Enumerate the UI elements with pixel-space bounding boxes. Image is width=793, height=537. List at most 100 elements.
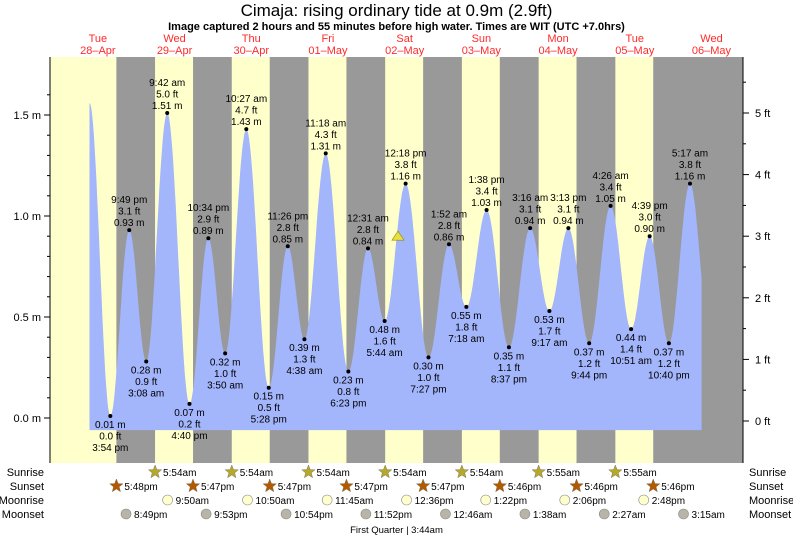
low-tide-feet: 1.0 ft	[214, 369, 236, 380]
low-tide-point	[187, 401, 192, 406]
low-tide-meters: 0.07 m	[174, 408, 205, 419]
high-tide-meters: 1.43 m	[231, 117, 262, 128]
moonset-row-label-right: Moonset	[749, 509, 791, 521]
sunset-time: 5:46pm	[585, 482, 618, 493]
low-tide-feet: 1.7 ft	[538, 326, 560, 337]
moonset-time: 9:53pm	[214, 510, 247, 521]
tide-area	[89, 102, 702, 431]
sunrise-time: 5:55am	[623, 468, 656, 479]
low-tide-meters: 0.15 m	[253, 392, 284, 403]
moonset-icon	[598, 508, 610, 520]
high-tide-feet: 3.4 ft	[599, 182, 621, 193]
low-tide-point	[629, 327, 634, 332]
high-tide-feet: 3.1 ft	[519, 205, 541, 216]
high-tide-point	[403, 181, 408, 186]
left-tick-label: 0.5 m	[13, 312, 41, 324]
high-tide-meters: 0.84 m	[353, 236, 384, 247]
moonrise-icon	[638, 494, 650, 506]
low-tide-time: 6:23 pm	[330, 399, 366, 410]
low-tide-meters: 0.48 m	[369, 325, 400, 336]
day-label: Mon	[547, 33, 568, 45]
high-tide-feet: 5.0 ft	[156, 89, 178, 100]
sunset-icon	[339, 478, 354, 493]
high-tide-time: 1:38 pm	[469, 175, 505, 186]
high-tide-meters: 0.94 m	[553, 216, 584, 227]
sunset-icon	[185, 478, 201, 493]
low-tide-point	[547, 308, 552, 313]
high-tide-meters: 0.93 m	[114, 218, 145, 229]
moonset-time: 8:49pm	[134, 510, 167, 521]
sunrise-icon	[531, 464, 546, 479]
low-tide-feet: 0.5 ft	[258, 403, 280, 414]
low-tide-feet: 1.8 ft	[455, 322, 477, 333]
high-tide-point	[365, 246, 370, 251]
high-tide-time: 10:34 pm	[187, 203, 229, 214]
low-tide-feet: 0.2 ft	[178, 419, 200, 430]
high-tide-point	[484, 207, 489, 212]
moonrise-icon	[242, 494, 253, 506]
moonset-time: 10:54pm	[294, 510, 333, 521]
moonset-time: 11:52pm	[374, 510, 412, 521]
high-tide-point	[446, 242, 451, 247]
low-tide-point	[464, 304, 469, 309]
low-tide-point	[346, 369, 351, 374]
high-tide-point	[165, 110, 170, 115]
high-tide-point	[528, 226, 533, 231]
high-tide-meters: 1.16 m	[390, 172, 421, 183]
high-tide-meters: 0.94 m	[515, 216, 546, 227]
low-tide-meters: 0.39 m	[289, 343, 320, 354]
sunset-row-label-right: Sunset	[749, 481, 783, 493]
moonrise-icon	[162, 494, 173, 506]
high-tide-feet: 4.3 ft	[315, 130, 337, 141]
chart-title: Cimaja: rising ordinary tide at 0.9m (2.…	[241, 1, 553, 20]
moonrise-icon	[401, 494, 412, 506]
right-tick-label: 4 ft	[755, 170, 770, 182]
high-tide-time: 12:18 pm	[385, 149, 427, 160]
low-tide-meters: 0.35 m	[494, 351, 525, 362]
moonrise-time: 2:48pm	[652, 496, 685, 507]
high-tide-point	[688, 181, 693, 186]
date-label: 04–May	[539, 45, 579, 57]
sunset-time: 5:47pm	[201, 482, 234, 493]
high-tide-feet: 3.0 ft	[639, 213, 661, 224]
high-tide-time: 12:31 am	[347, 213, 389, 224]
day-label: Sat	[396, 33, 413, 45]
high-tide-feet: 2.8 ft	[438, 221, 460, 232]
moonrise-row-label-right: Moonrise	[749, 495, 793, 507]
sunset-icon	[569, 478, 584, 493]
moonset-time: 1:38am	[533, 510, 566, 521]
right-tick-label: 3 ft	[755, 231, 770, 243]
date-label: 05–May	[615, 45, 655, 57]
high-tide-meters: 0.89 m	[193, 226, 224, 237]
left-tick-label: 0.0 m	[13, 413, 41, 425]
sunset-time: 5:48pm	[124, 482, 157, 493]
low-tide-meters: 0.32 m	[210, 357, 241, 368]
low-tide-feet: 1.1 ft	[498, 363, 520, 374]
day-label: Fri	[322, 33, 335, 45]
day-label: Wed	[163, 33, 185, 45]
sunset-icon	[646, 478, 661, 493]
high-tide-time: 5:17 am	[672, 149, 708, 160]
low-tide-point	[266, 385, 271, 390]
sunrise-time: 5:55am	[547, 468, 580, 479]
high-tide-time: 11:26 pm	[267, 211, 308, 222]
left-tick-label: 1.0 m	[13, 211, 41, 223]
sunrise-icon	[608, 464, 623, 479]
low-tide-meters: 0.37 m	[574, 347, 605, 358]
moonset-icon	[120, 508, 132, 520]
high-tide-point	[127, 228, 132, 233]
moonrise-icon	[321, 494, 333, 506]
high-tide-time: 1:52 am	[431, 209, 467, 220]
high-tide-point	[206, 236, 211, 241]
day-label: Tue	[626, 33, 645, 45]
sunset-time: 5:47pm	[431, 482, 464, 493]
low-tide-feet: 1.4 ft	[620, 345, 642, 356]
date-label: 30–Apr	[234, 45, 270, 57]
high-tide-feet: 2.9 ft	[197, 215, 219, 226]
moonrise-time: 9:50am	[176, 496, 209, 507]
moonset-icon	[678, 508, 689, 520]
moonset-time: 2:27am	[612, 510, 645, 521]
low-tide-time: 9:17 am	[531, 338, 567, 349]
date-label: 29–Apr	[157, 45, 193, 57]
